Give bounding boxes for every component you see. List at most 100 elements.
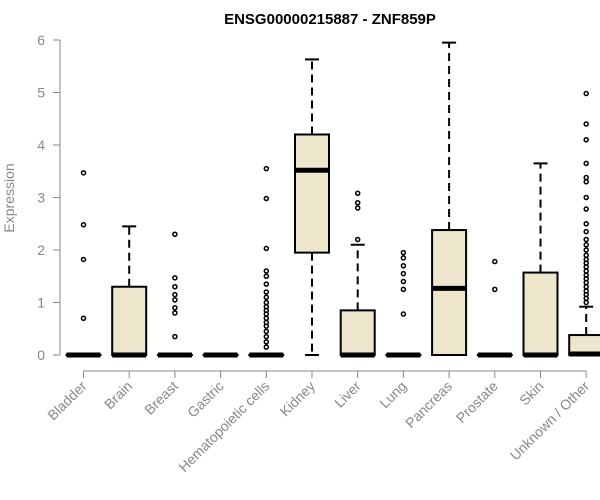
x-tick-label: Prostate [453,378,501,426]
outlier-point [400,255,407,261]
outlier-point [583,242,589,248]
outlier-point [583,268,589,274]
outlier-point [263,339,270,345]
box-body [522,271,559,357]
box-pancreas [431,41,468,356]
box-lung [385,249,422,358]
y-tick-label: 5 [37,85,45,101]
x-tick-label: Bladder [44,378,90,424]
outlier-point [583,160,589,167]
y-tick-label: 3 [37,190,45,206]
x-tick-label: Hematopoietic cells [175,378,272,475]
outlier-point [400,263,407,269]
x-tick-label: Pancreas [402,378,455,431]
outlier-point [583,121,589,127]
outlier-point [263,294,270,300]
x-tick-label: Brain [101,378,135,412]
outlier-point [263,268,270,274]
y-tick-label: 0 [37,347,45,363]
outlier-point [583,284,589,290]
outlier-point [583,236,589,243]
outlier-point [583,137,589,143]
box-unknown-other [568,90,600,357]
outlier-point [172,275,178,281]
outlier-point [354,205,361,211]
box-breast [156,231,193,358]
x-tick-label: Liver [331,378,364,411]
outlier-point [400,278,407,285]
outlier-point [583,247,589,253]
outlier-point [583,179,589,185]
outlier-point [172,297,178,303]
outlier-point [263,273,270,279]
outlier-point [172,305,178,311]
outlier-point [583,221,589,227]
outlier-point [263,195,270,202]
box-body [294,133,330,254]
outlier-point [583,252,589,258]
box-body [111,285,148,356]
box-kidney [294,58,330,356]
outlier-point [354,190,361,197]
y-axis: 0 1 2 3 4 5 6 [37,32,61,363]
outlier-point [172,231,178,237]
x-tick-label: Gastric [184,378,227,421]
outlier-point [583,288,589,294]
outlier-point [172,333,178,340]
outlier-point [583,299,589,306]
outlier-point [263,328,270,335]
outlier-point [80,222,87,228]
outlier-point [80,315,87,321]
outlier-point [80,256,87,263]
outlier-point [354,200,361,206]
y-tick-label: 1 [37,295,45,311]
x-tick-label: Kidney [277,378,319,420]
outlier-point [263,303,270,310]
x-tick-label: Skin [516,378,547,409]
outlier-point [583,228,589,235]
outlier-point [583,272,589,278]
x-tick-label: Breast [141,378,181,418]
box-series [65,41,600,358]
x-tick-label: Lung [376,378,409,411]
outlier-point [400,286,407,293]
outlier-point [172,310,178,316]
box-body [431,229,468,356]
outlier-point [583,90,589,97]
outlier-point [354,236,361,243]
outlier-point [400,270,407,277]
outlier-point [492,286,498,293]
outlier-point [583,256,589,263]
y-axis-label: Expression [1,163,17,232]
outlier-point [263,344,270,350]
outlier-point [263,319,270,326]
y-tick-label: 6 [37,32,45,48]
x-tick-label: Unknown / Other [507,378,593,464]
outlier-point [172,284,178,290]
chart-title: ENSG00000215887 - ZNF859P [224,11,436,28]
outlier-point [400,249,407,256]
y-tick-label: 4 [37,137,45,153]
outlier-point [263,165,270,172]
outlier-point [400,311,407,317]
outlier-point [492,258,498,265]
y-tick-label: 2 [37,242,45,258]
box-liver [339,190,376,358]
outlier-point [80,170,87,176]
outlier-point [172,291,178,298]
box-prostate [476,258,513,358]
outlier-point [263,299,270,306]
outlier-point [263,245,270,252]
box-brain [111,225,148,358]
outlier-point [263,333,270,340]
box-bladder [65,170,102,358]
outlier-point [583,174,589,181]
outlier-point [583,206,589,212]
box-body [339,309,376,356]
box-hematopoietic-cells [248,165,285,358]
box-skin [522,162,559,358]
outlier-point [583,194,589,201]
outlier-point [263,315,270,321]
